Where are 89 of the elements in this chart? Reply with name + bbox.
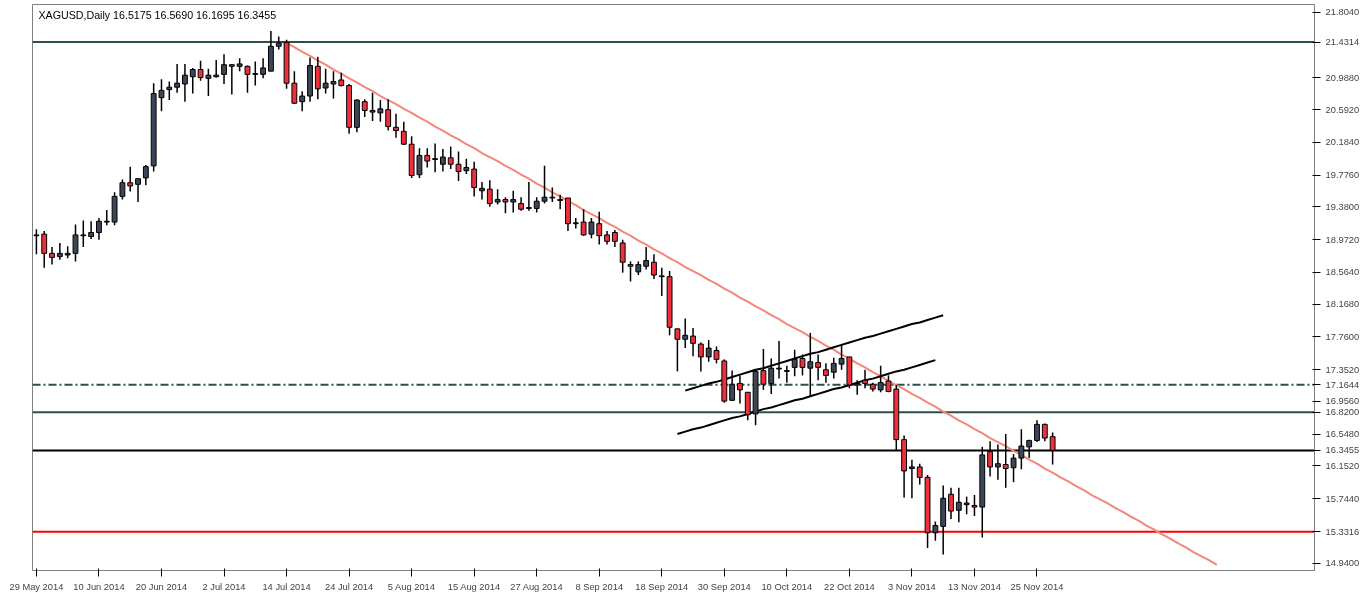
candlestick — [33, 228, 40, 255]
candlestick — [596, 210, 603, 246]
candlestick — [525, 181, 532, 212]
candlestick — [674, 328, 681, 373]
candlestick — [142, 164, 149, 186]
x-tick-label: 18 Sep 2014 — [635, 581, 689, 592]
chart-title: XAGUSD,Daily 16.5175 16.5690 16.1695 16.3455 — [38, 8, 277, 21]
y-tick-label: 20.5920 — [1325, 104, 1360, 115]
candlestick — [643, 246, 650, 271]
x-tick-label: 3 Nov 2014 — [888, 581, 936, 592]
candlestick — [103, 209, 110, 227]
x-tick-label: 15 Aug 2014 — [447, 581, 501, 592]
candlestick — [658, 267, 665, 297]
y-tick-label: 16.1520 — [1325, 460, 1360, 471]
candlestick — [815, 353, 822, 381]
y-tick-label: 19.7760 — [1325, 170, 1360, 181]
candlestick — [557, 194, 564, 210]
y-tick-label: 20.1840 — [1325, 137, 1360, 148]
candlestick — [823, 362, 829, 384]
y-tick-label: 18.9720 — [1325, 234, 1360, 245]
candlestick — [862, 369, 868, 390]
y-tick-label: 18.5640 — [1325, 267, 1360, 278]
x-tick-label: 30 Sep 2014 — [697, 581, 751, 592]
x-tick-label: 27 Aug 2014 — [510, 581, 563, 592]
y-tick-label: 15.7440 — [1325, 493, 1360, 504]
y-tick-label: 17.7600 — [1325, 331, 1360, 342]
x-tick-label: 10 Oct 2014 — [761, 581, 813, 592]
candlestick — [1034, 419, 1040, 443]
candlestick — [690, 327, 696, 357]
x-tick-label: 13 Nov 2014 — [948, 581, 1001, 592]
candlestick — [174, 63, 181, 94]
y-tick-label: 17.3520 — [1325, 364, 1360, 375]
candlestick — [479, 181, 485, 201]
candlestick — [432, 142, 438, 174]
candlestick — [854, 379, 861, 396]
candlestick — [783, 365, 790, 384]
candlestick — [486, 179, 493, 208]
candlestick — [166, 80, 173, 101]
candlestick — [471, 161, 478, 198]
x-tick-label: 25 Nov 2014 — [1010, 581, 1064, 592]
x-tick-label: 24 Jul 2014 — [324, 581, 374, 592]
x-tick-label: 10 Jun 2014 — [73, 581, 125, 592]
y-tick-label: 21.8040 — [1325, 7, 1360, 18]
x-tick-label: 29 May 2014 — [9, 581, 64, 592]
candlestick — [49, 246, 55, 266]
candlestick — [682, 317, 689, 349]
y-tick-label: 18.1680 — [1325, 299, 1360, 310]
x-tick-label: 2 Jul 2014 — [202, 581, 246, 592]
candlestick — [697, 341, 704, 373]
candlestick — [291, 70, 298, 105]
x-tick-label: 14 Jul 2014 — [262, 581, 311, 592]
y-tick-label: 14.9400 — [1325, 558, 1360, 569]
candlestick — [955, 487, 962, 524]
x-tick-label: 8 Sep 2014 — [575, 581, 624, 592]
ref-line-label: 17.1644 — [1325, 379, 1360, 390]
candlestick — [221, 53, 227, 85]
candlestick — [213, 59, 220, 79]
candlestick — [393, 112, 399, 139]
candlestick — [909, 458, 915, 499]
ref-line-label: 16.8200 — [1325, 407, 1360, 418]
ref-line-label: 21.4314 — [1325, 37, 1360, 48]
candlestick — [127, 165, 134, 193]
candlestick — [314, 55, 321, 100]
candlestick — [135, 177, 141, 203]
x-tick-label: 22 Oct 2014 — [823, 581, 875, 592]
candlestick — [182, 63, 188, 103]
candlestick — [744, 391, 751, 422]
ref-line-label: 15.3316 — [1325, 526, 1360, 537]
y-tick-label: 16.9560 — [1325, 396, 1360, 407]
candlestick — [385, 98, 392, 132]
x-tick-label: 5 Aug 2014 — [387, 581, 435, 592]
candlestick — [260, 57, 267, 80]
candlestick — [96, 217, 102, 241]
candlestick — [41, 230, 48, 269]
candlestick — [439, 148, 446, 173]
x-tick-label: 20 Jun 2014 — [135, 581, 188, 592]
y-tick-label: 19.3800 — [1325, 201, 1360, 212]
candlestick — [572, 217, 579, 230]
y-tick-label: 20.9880 — [1325, 72, 1360, 83]
candlestick — [88, 220, 95, 240]
candlestick — [776, 340, 782, 380]
candlestick — [948, 487, 954, 520]
y-tick-label: 16.5480 — [1325, 429, 1360, 440]
candlestick — [56, 242, 63, 261]
candlestick — [299, 90, 306, 113]
candlestick — [619, 238, 626, 274]
candlestick — [651, 253, 657, 280]
ref-line-label: 16.3455 — [1325, 445, 1360, 456]
candlestick — [228, 63, 235, 96]
